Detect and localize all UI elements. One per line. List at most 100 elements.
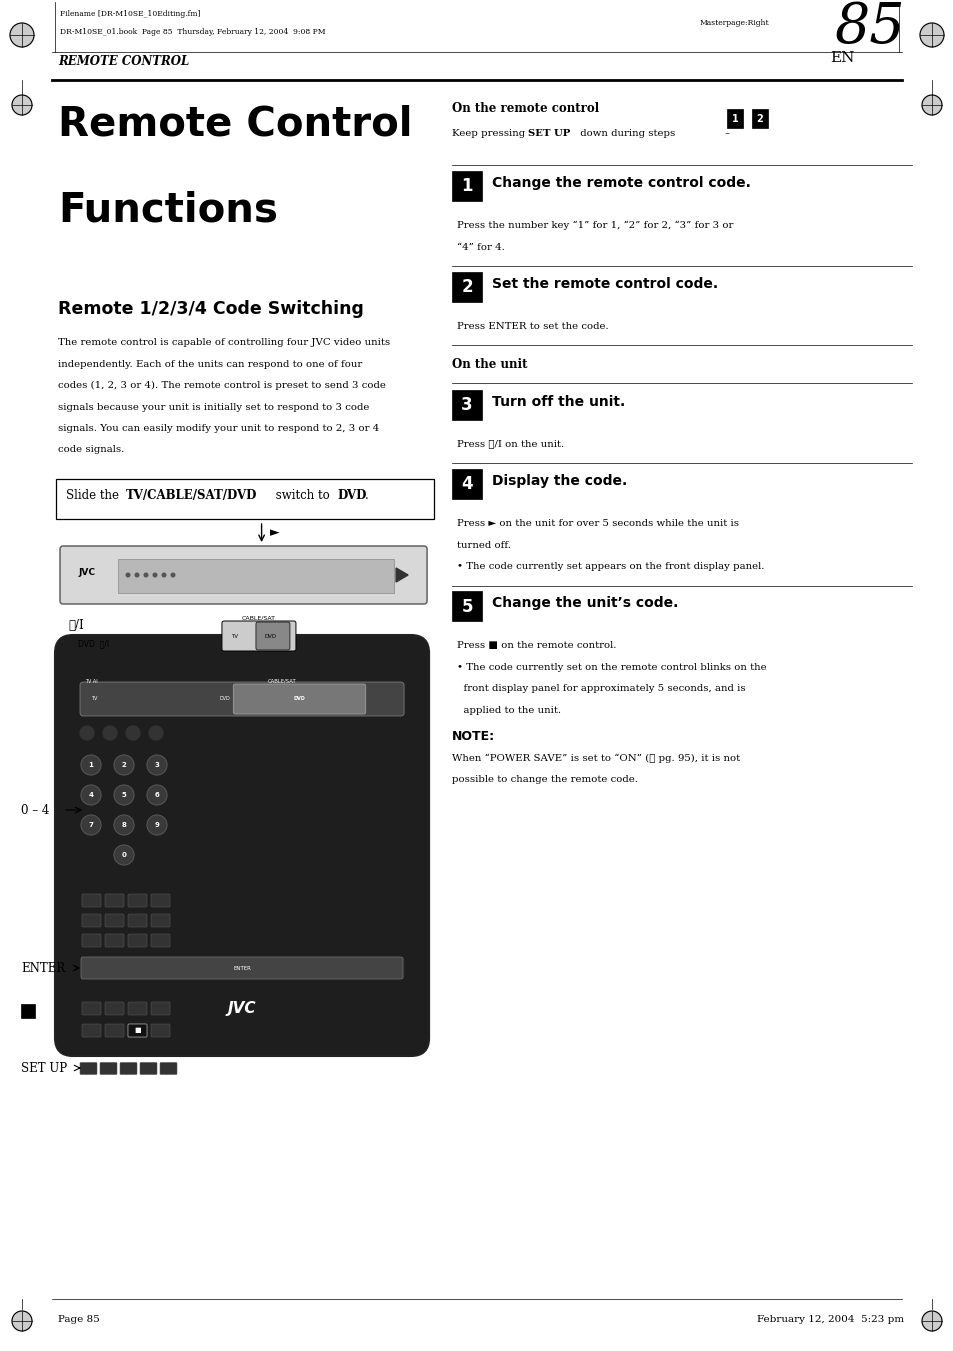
- Text: Page 85: Page 85: [58, 1315, 100, 1324]
- Text: 1: 1: [731, 113, 738, 123]
- FancyBboxPatch shape: [105, 915, 124, 927]
- Text: DVD: DVD: [294, 697, 305, 701]
- Text: signals. You can easily modify your unit to respond to 2, 3 or 4: signals. You can easily modify your unit…: [58, 424, 379, 434]
- Text: “4” for 4.: “4” for 4.: [456, 242, 504, 251]
- Text: 85: 85: [834, 0, 904, 55]
- FancyBboxPatch shape: [60, 546, 427, 604]
- Text: Remote 1/2/3/4 Code Switching: Remote 1/2/3/4 Code Switching: [58, 300, 363, 317]
- Circle shape: [10, 23, 34, 47]
- Text: signals because your unit is initially set to respond to 3 code: signals because your unit is initially s…: [58, 403, 369, 412]
- FancyBboxPatch shape: [81, 957, 403, 979]
- FancyBboxPatch shape: [100, 1062, 117, 1074]
- Text: 6: 6: [154, 792, 159, 798]
- Text: down during steps: down during steps: [577, 128, 678, 138]
- Text: 3: 3: [460, 396, 473, 413]
- Text: TV: TV: [91, 697, 97, 701]
- FancyBboxPatch shape: [82, 1024, 101, 1038]
- FancyBboxPatch shape: [452, 469, 481, 499]
- FancyBboxPatch shape: [222, 621, 295, 651]
- FancyBboxPatch shape: [452, 172, 481, 201]
- FancyBboxPatch shape: [233, 684, 365, 713]
- FancyBboxPatch shape: [452, 592, 481, 621]
- Text: 1: 1: [89, 762, 93, 767]
- Circle shape: [12, 1310, 32, 1331]
- Text: Functions: Functions: [58, 190, 277, 230]
- Circle shape: [81, 815, 101, 835]
- FancyBboxPatch shape: [82, 934, 101, 947]
- Polygon shape: [395, 567, 408, 582]
- Text: 7: 7: [89, 821, 93, 828]
- Text: On the remote control: On the remote control: [452, 101, 598, 115]
- Text: Turn off the unit.: Turn off the unit.: [492, 394, 624, 408]
- Text: ■: ■: [134, 1027, 141, 1034]
- FancyBboxPatch shape: [151, 1024, 170, 1038]
- Text: 9: 9: [154, 821, 159, 828]
- Circle shape: [153, 573, 156, 577]
- FancyBboxPatch shape: [128, 1024, 147, 1038]
- Circle shape: [162, 573, 166, 577]
- FancyBboxPatch shape: [82, 1002, 101, 1015]
- Text: 0: 0: [121, 852, 127, 858]
- Text: 4: 4: [460, 476, 473, 493]
- Text: 2: 2: [121, 762, 126, 767]
- Text: Press ■ on the remote control.: Press ■ on the remote control.: [456, 642, 616, 650]
- Text: DVD: DVD: [337, 489, 367, 503]
- FancyBboxPatch shape: [726, 109, 742, 128]
- FancyBboxPatch shape: [80, 682, 404, 716]
- Text: 2: 2: [756, 113, 762, 123]
- Text: The remote control is capable of controlling four JVC video units: The remote control is capable of control…: [58, 338, 390, 347]
- Circle shape: [147, 785, 167, 805]
- Text: 0 – 4: 0 – 4: [21, 804, 50, 816]
- FancyBboxPatch shape: [105, 894, 124, 907]
- Text: JVC: JVC: [78, 567, 95, 577]
- Circle shape: [103, 725, 117, 740]
- Text: When “POWER SAVE” is set to “ON” (℡ pg. 95), it is not: When “POWER SAVE” is set to “ON” (℡ pg. …: [452, 754, 740, 763]
- Text: front display panel for approximately 5 seconds, and is: front display panel for approximately 5 …: [456, 685, 745, 693]
- Text: REMOTE CONTROL: REMOTE CONTROL: [58, 55, 189, 68]
- FancyBboxPatch shape: [80, 1062, 97, 1074]
- Circle shape: [135, 573, 138, 577]
- FancyBboxPatch shape: [128, 934, 147, 947]
- Text: code signals.: code signals.: [58, 446, 124, 454]
- Text: JVC: JVC: [228, 1001, 256, 1016]
- Text: TV: TV: [231, 634, 237, 639]
- Text: DVD  ⓘ/I: DVD ⓘ/I: [78, 639, 109, 648]
- Text: Press ENTER to set the code.: Press ENTER to set the code.: [456, 322, 608, 331]
- Text: applied to the unit.: applied to the unit.: [456, 707, 560, 715]
- Text: • The code currently set on the remote control blinks on the: • The code currently set on the remote c…: [456, 663, 766, 671]
- FancyBboxPatch shape: [140, 1062, 157, 1074]
- Text: independently. Each of the units can respond to one of four: independently. Each of the units can res…: [58, 359, 362, 369]
- Circle shape: [81, 755, 101, 775]
- Text: switch to: switch to: [273, 489, 334, 503]
- Circle shape: [12, 95, 32, 115]
- Circle shape: [113, 844, 133, 865]
- Text: Slide the: Slide the: [66, 489, 123, 503]
- Text: SET UP: SET UP: [21, 1062, 67, 1074]
- Text: 1: 1: [461, 177, 473, 195]
- Text: ⓘ/I: ⓘ/I: [68, 619, 84, 632]
- FancyBboxPatch shape: [118, 559, 394, 593]
- Text: NOTE:: NOTE:: [452, 731, 495, 743]
- Text: 4: 4: [89, 792, 93, 798]
- Text: codes (1, 2, 3 or 4). The remote control is preset to send 3 code: codes (1, 2, 3 or 4). The remote control…: [58, 381, 385, 390]
- Text: 5: 5: [121, 792, 126, 798]
- FancyBboxPatch shape: [56, 480, 434, 519]
- Circle shape: [113, 815, 133, 835]
- Circle shape: [921, 1310, 941, 1331]
- Text: 5: 5: [461, 597, 473, 616]
- Text: Filename [DR-M10SE_10Editing.fm]: Filename [DR-M10SE_10Editing.fm]: [60, 9, 200, 18]
- FancyBboxPatch shape: [151, 1002, 170, 1015]
- Circle shape: [80, 725, 94, 740]
- FancyBboxPatch shape: [55, 635, 429, 1056]
- Text: ENTER: ENTER: [21, 962, 65, 974]
- Text: 2: 2: [460, 278, 473, 296]
- Text: possible to change the remote code.: possible to change the remote code.: [452, 775, 638, 784]
- Text: turned off.: turned off.: [456, 540, 511, 550]
- Text: Masterpage:Right: Masterpage:Right: [700, 19, 769, 27]
- FancyBboxPatch shape: [128, 1024, 147, 1038]
- FancyBboxPatch shape: [452, 272, 481, 303]
- FancyBboxPatch shape: [128, 894, 147, 907]
- FancyBboxPatch shape: [21, 1004, 35, 1019]
- Text: Change the unit’s code.: Change the unit’s code.: [492, 597, 678, 611]
- FancyBboxPatch shape: [105, 1024, 124, 1038]
